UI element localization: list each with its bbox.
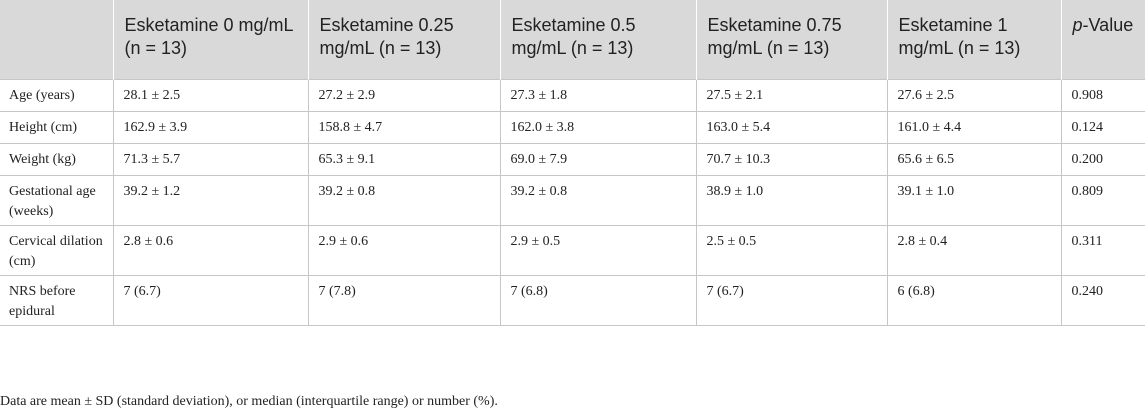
table-cell: 39.2 ± 0.8 bbox=[307, 174, 500, 225]
table-cell: 39.2 ± 1.2 bbox=[112, 174, 308, 225]
pvalue-suffix: -Value bbox=[1082, 15, 1134, 35]
table-cell: 2.9 ± 0.6 bbox=[307, 224, 500, 275]
pvalue-cell: 0.240 bbox=[1060, 274, 1145, 326]
table-cell: 7 (6.8) bbox=[499, 274, 696, 326]
table-cell: 158.8 ± 4.7 bbox=[307, 110, 500, 143]
row-label: Height (cm) bbox=[0, 110, 113, 143]
table-cell: 2.8 ± 0.4 bbox=[886, 224, 1061, 275]
table-cell: 39.1 ± 1.0 bbox=[886, 174, 1061, 225]
table-cell: 27.6 ± 2.5 bbox=[886, 78, 1061, 111]
header-cell-0mg: Esketamine 0 mg/mL (n = 13) bbox=[113, 0, 309, 79]
table-cell: 65.6 ± 6.5 bbox=[886, 142, 1061, 175]
table-row: Age (years) 28.1 ± 2.5 27.2 ± 2.9 27.3 ±… bbox=[0, 78, 1145, 111]
header-cell-075mg: Esketamine 0.75 mg/mL (n = 13) bbox=[696, 0, 888, 79]
table-cell: 2.8 ± 0.6 bbox=[112, 224, 308, 275]
table-cell: 27.2 ± 2.9 bbox=[307, 78, 500, 111]
header-row: Esketamine 0 mg/mL (n = 13) Esketamine 0… bbox=[0, 0, 1145, 79]
table-cell: 27.3 ± 1.8 bbox=[499, 78, 696, 111]
pvalue-cell: 0.200 bbox=[1060, 142, 1145, 175]
table-cell: 27.5 ± 2.1 bbox=[695, 78, 887, 111]
table-cell: 6 (6.8) bbox=[886, 274, 1061, 326]
table-cell: 7 (6.7) bbox=[112, 274, 308, 326]
table-cell: 162.0 ± 3.8 bbox=[499, 110, 696, 143]
table-cell: 71.3 ± 5.7 bbox=[112, 142, 308, 175]
table-cell: 161.0 ± 4.4 bbox=[886, 110, 1061, 143]
table-cell: 7 (7.8) bbox=[307, 274, 500, 326]
table-cell: 162.9 ± 3.9 bbox=[112, 110, 308, 143]
pvalue-cell: 0.124 bbox=[1060, 110, 1145, 143]
table-cell: 2.5 ± 0.5 bbox=[695, 224, 887, 275]
row-label: Age (years) bbox=[0, 78, 113, 111]
pvalue-cell: 0.809 bbox=[1060, 174, 1145, 225]
table-cell: 2.9 ± 0.5 bbox=[499, 224, 696, 275]
table-row: Weight (kg) 71.3 ± 5.7 65.3 ± 9.1 69.0 ±… bbox=[0, 142, 1145, 175]
table-cell: 70.7 ± 10.3 bbox=[695, 142, 887, 175]
row-label: Weight (kg) bbox=[0, 142, 113, 175]
table-row: Cervical dilation (cm) 2.8 ± 0.6 2.9 ± 0… bbox=[0, 224, 1145, 275]
header-cell-blank bbox=[0, 0, 114, 79]
header-cell-1mg: Esketamine 1 mg/mL (n = 13) bbox=[887, 0, 1062, 79]
row-label: NRS before epidural bbox=[0, 274, 113, 326]
table-cell: 39.2 ± 0.8 bbox=[499, 174, 696, 225]
table-cell: 69.0 ± 7.9 bbox=[499, 142, 696, 175]
table-cell: 65.3 ± 9.1 bbox=[307, 142, 500, 175]
header-cell-05mg: Esketamine 0.5 mg/mL (n = 13) bbox=[500, 0, 697, 79]
header-cell-pvalue: p-Value bbox=[1061, 0, 1145, 79]
table-cell: 28.1 ± 2.5 bbox=[112, 78, 308, 111]
table-cell: 163.0 ± 5.4 bbox=[695, 110, 887, 143]
table-row: NRS before epidural 7 (6.7) 7 (7.8) 7 (6… bbox=[0, 274, 1145, 326]
table-row: Gestational age (weeks) 39.2 ± 1.2 39.2 … bbox=[0, 174, 1145, 225]
table-footnote: Data are mean ± SD (standard deviation),… bbox=[0, 394, 498, 409]
pvalue-italic-p: p bbox=[1072, 15, 1083, 35]
row-label: Cervical dilation (cm) bbox=[0, 224, 113, 275]
table-cell: 38.9 ± 1.0 bbox=[695, 174, 887, 225]
table-cell: 7 (6.7) bbox=[695, 274, 887, 326]
pvalue-cell: 0.311 bbox=[1060, 224, 1145, 275]
pvalue-cell: 0.908 bbox=[1060, 78, 1145, 111]
row-label: Gestational age (weeks) bbox=[0, 174, 113, 225]
data-table: Esketamine 0 mg/mL (n = 13) Esketamine 0… bbox=[0, 0, 1145, 326]
table-row: Height (cm) 162.9 ± 3.9 158.8 ± 4.7 162.… bbox=[0, 110, 1145, 143]
header-cell-025mg: Esketamine 0.25 mg/mL (n = 13) bbox=[308, 0, 501, 79]
